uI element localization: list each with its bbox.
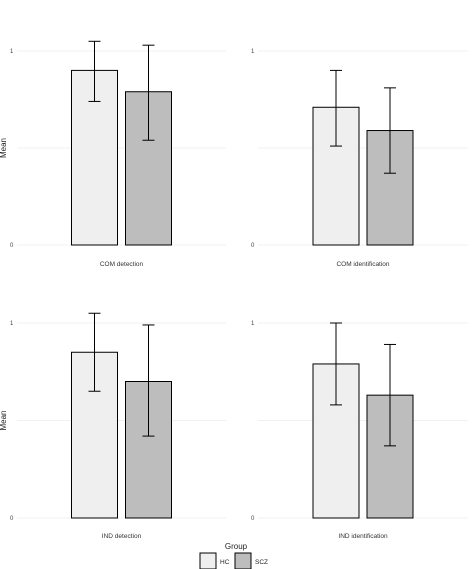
y-tick-label: 1 [251,49,255,55]
legend-swatch-hc [199,552,217,569]
facet-panel-3: 0 1 Mean IND detection [0,312,226,540]
legend-swatch-scz [234,552,252,569]
y-tick-label: 0 [251,243,255,249]
category-label: COM detection [100,261,144,268]
legend: Group HC SCZ [199,542,268,569]
y-tick-label: 0 [10,516,14,522]
legend-label-hc: HC [220,559,230,566]
category-label: COM identification [336,261,389,268]
y-tick-label: 0 [251,516,255,522]
y-tick-label: 1 [251,321,255,327]
facet-panel-1: 0 1 Mean COM detection [0,40,226,268]
y-tick-label: 1 [10,321,14,327]
legend-title: Group [225,542,248,551]
y-axis-title: Mean [0,138,8,158]
y-tick-label: 0 [10,243,14,249]
facet-panel-4: 0 1 IND identification [251,321,468,540]
category-label: IND detection [102,533,142,540]
y-tick-label: 1 [10,49,14,55]
legend-label-scz: SCZ [255,559,268,566]
facet-panel-2: 0 1 COM identification [251,49,468,268]
category-label: IND identification [338,533,388,540]
y-axis-title: Mean [0,410,8,430]
